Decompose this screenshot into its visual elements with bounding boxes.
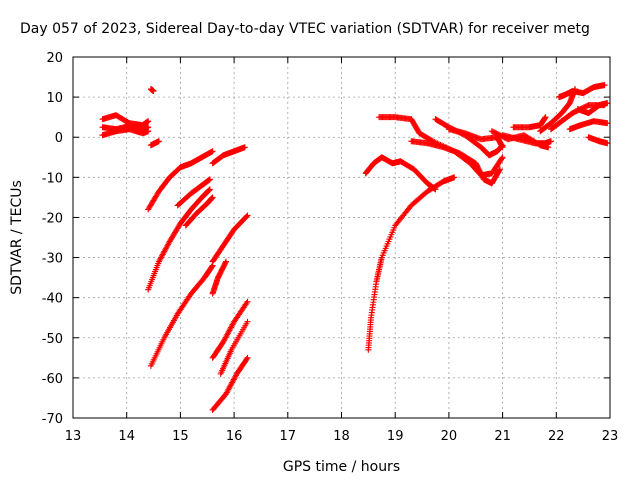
series-arc-4: [147, 86, 157, 95]
data-point: [542, 114, 549, 121]
data-point: [223, 258, 230, 265]
data-point: [244, 318, 251, 325]
series-arc-25: [510, 114, 549, 131]
data-point: [499, 144, 506, 151]
y-tick-label: -60: [42, 372, 63, 387]
series-arc-12: [209, 212, 251, 265]
data-point: [145, 118, 152, 125]
data-point: [451, 174, 458, 181]
y-tick-label: -70: [42, 412, 63, 427]
x-tick-label: 14: [118, 429, 135, 444]
data-point: [243, 355, 250, 362]
data-point: [243, 213, 250, 220]
y-tick-label: -40: [42, 292, 63, 307]
data-point: [205, 187, 212, 194]
data-point: [209, 263, 216, 270]
data-point: [241, 144, 248, 151]
series-arc-16: [209, 354, 251, 413]
series-arc-22: [445, 126, 506, 151]
series-arc-11: [209, 144, 248, 167]
data-point: [209, 148, 216, 155]
data-point: [206, 176, 213, 183]
y-tick-label: 0: [55, 131, 63, 146]
y-tick-label: -30: [42, 252, 63, 267]
series-arc-20: [408, 138, 503, 187]
y-tick-label: -20: [42, 211, 63, 226]
series-arc-18: [362, 154, 439, 193]
series-arc-5: [147, 138, 162, 149]
data-point: [150, 88, 157, 95]
data-point: [572, 86, 579, 93]
y-tick-label: 20: [46, 51, 63, 66]
data-point: [496, 166, 503, 173]
data-point: [604, 100, 611, 107]
series-arc-28: [537, 86, 579, 135]
y-tick-label: -50: [42, 332, 63, 347]
data-point: [604, 140, 611, 147]
series-arc-7: [145, 186, 213, 293]
data-point: [604, 120, 611, 127]
y-tick-label: -10: [42, 171, 63, 186]
x-axis-label: GPS time / hours: [283, 459, 400, 475]
x-tick-label: 16: [226, 429, 243, 444]
series-arc-10: [182, 194, 216, 229]
series-arc-14: [209, 298, 251, 361]
data-point: [209, 194, 216, 201]
chart-title: Day 057 of 2023, Sidereal Day-to-day VTE…: [20, 21, 590, 37]
x-tick-label: 22: [548, 429, 565, 444]
x-tick-label: 18: [333, 429, 350, 444]
data-point: [601, 82, 608, 89]
series-arc-30: [574, 100, 611, 117]
data-point: [496, 167, 503, 174]
series-arc-6: [145, 148, 216, 213]
data-point: [243, 300, 250, 307]
data-point: [498, 155, 505, 162]
data-point: [206, 186, 213, 193]
data-point: [244, 298, 251, 305]
data-point: [155, 138, 162, 145]
series-arc-3: [99, 122, 152, 133]
series-arc-13: [209, 258, 230, 297]
series-arc-8: [147, 262, 216, 369]
x-tick-label: 21: [494, 429, 511, 444]
data-point: [244, 212, 251, 219]
axis-ticks: 13 14 15 16 17 18 19 20 21 22 23 -70 -60 -50 -40 -30 -20…: [42, 51, 619, 444]
series-arc-31: [585, 134, 611, 147]
x-tick-label: 20: [441, 429, 458, 444]
series-arc-17: [365, 174, 458, 353]
x-tick-label: 17: [280, 429, 297, 444]
y-tick-label: 10: [46, 91, 63, 106]
y-axis-label: SDTVAR / TECUs: [9, 180, 25, 295]
x-tick-label: 23: [602, 429, 619, 444]
data-point: [222, 259, 229, 266]
data-point: [145, 124, 152, 131]
data-point: [547, 138, 554, 145]
series-arc-24: [499, 132, 554, 147]
x-tick-label: 13: [65, 429, 82, 444]
x-tick-label: 19: [387, 429, 404, 444]
series-arc-15: [217, 318, 251, 377]
data-point: [432, 186, 439, 193]
x-tick-label: 15: [172, 429, 189, 444]
data-point: [499, 154, 506, 161]
series-arc-9: [174, 176, 213, 209]
series-arc-29: [566, 118, 611, 133]
data-point: [244, 354, 251, 361]
data-point: [206, 186, 213, 193]
plot-frame: [72, 56, 611, 419]
data-points: [99, 82, 611, 413]
